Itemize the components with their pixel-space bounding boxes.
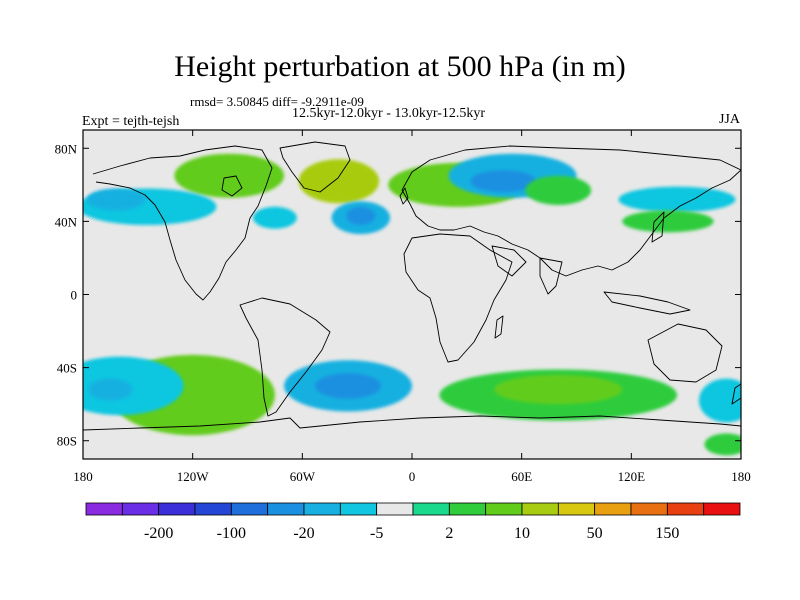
anomaly-region-9 bbox=[470, 170, 537, 193]
y-tick-label-4: 80S bbox=[57, 434, 77, 449]
map-title: Height perturbation at 500 hPa (in m) bbox=[174, 50, 626, 83]
anomaly-region-10 bbox=[525, 175, 592, 205]
colorbar-label-6: 50 bbox=[587, 525, 603, 542]
colorbar-bin-16 bbox=[666, 502, 705, 516]
colorbar-label-2: -20 bbox=[293, 525, 314, 542]
coast-antarctica bbox=[83, 415, 741, 431]
latitude-axis: 80N 40N 0 40S 80S bbox=[55, 141, 741, 449]
colorbar-bin-6 bbox=[303, 502, 341, 516]
colorbar-label-4: 2 bbox=[445, 525, 453, 542]
x-tick-label-6: 180 bbox=[731, 469, 751, 484]
anomaly-field bbox=[83, 153, 741, 456]
colorbar-label-1: -100 bbox=[217, 525, 246, 542]
coastlines bbox=[83, 141, 741, 431]
colorbar-bin-17 bbox=[703, 502, 741, 516]
anomaly-region-22 bbox=[704, 433, 741, 456]
x-tick-label-5: 120E bbox=[618, 469, 646, 484]
anomaly-region-12 bbox=[622, 210, 714, 233]
coast-hudson-bay bbox=[221, 175, 243, 197]
coast-indonesia bbox=[603, 291, 691, 315]
colorbar-bin-12 bbox=[521, 502, 559, 516]
colorbar-bin-1 bbox=[121, 502, 160, 516]
anomaly-region-1 bbox=[174, 153, 285, 198]
coast-uk bbox=[399, 187, 409, 205]
colorbar: -200 -100 -20 -5 2 10 50 150 bbox=[85, 502, 741, 542]
season-label: JJA bbox=[718, 112, 740, 127]
colorbar-label-7: 150 bbox=[655, 525, 679, 542]
coast-south-america bbox=[239, 297, 331, 417]
colorbar-label-0: -200 bbox=[144, 525, 173, 542]
coast-arabia bbox=[491, 245, 527, 277]
y-tick-label-2: 0 bbox=[71, 288, 78, 303]
coast-australia bbox=[647, 323, 723, 383]
x-tick-label-1: 120W bbox=[177, 469, 210, 484]
colorbar-label-5: 10 bbox=[514, 525, 530, 542]
anomaly-region-14 bbox=[83, 356, 184, 416]
colorbar-label-3: -5 bbox=[370, 525, 383, 542]
longitude-axis: 180 120W 60W 0 60E 120E 180 bbox=[73, 130, 751, 484]
y-tick-label-0: 80N bbox=[55, 141, 78, 156]
x-tick-label-4: 60E bbox=[511, 469, 532, 484]
coast-greenland bbox=[279, 141, 351, 193]
colorbar-bin-8 bbox=[376, 502, 414, 516]
anomaly-region-20 bbox=[430, 426, 650, 449]
colorbar-bin-9 bbox=[412, 502, 450, 516]
colorbar-bin-3 bbox=[194, 502, 232, 516]
x-tick-label-0: 180 bbox=[73, 469, 93, 484]
colorbar-bin-13 bbox=[557, 502, 596, 516]
x-tick-label-2: 60W bbox=[290, 469, 316, 484]
x-tick-label-3: 0 bbox=[409, 469, 416, 484]
colorbar-bin-4 bbox=[230, 502, 269, 516]
period-label: 12.5kyr-12.0kyr - 13.0kyr-12.5kyr bbox=[292, 106, 486, 121]
colorbar-bin-11 bbox=[485, 502, 523, 516]
coast-eurasia bbox=[401, 145, 741, 277]
y-tick-label-1: 40N bbox=[55, 214, 78, 229]
colorbar-bin-5 bbox=[267, 502, 305, 516]
experiment-label: Expt = tejth-tejsh bbox=[82, 114, 180, 129]
coast-north-america bbox=[92, 145, 273, 301]
colorbar-bin-7 bbox=[339, 502, 378, 516]
anomaly-region-21 bbox=[698, 378, 741, 423]
anomaly-region-5 bbox=[252, 206, 297, 229]
coast-india bbox=[539, 257, 563, 295]
colorbar-bin-10 bbox=[448, 502, 487, 516]
anomaly-region-19 bbox=[494, 374, 623, 405]
colorbar-bin-15 bbox=[630, 502, 668, 516]
colorbar-bin-0 bbox=[85, 502, 123, 516]
colorbar-bin-14 bbox=[594, 502, 632, 516]
rmsd-diff-stats: rmsd= 3.50845 diff= -9.2911e-09 bbox=[190, 94, 364, 109]
y-tick-label-3: 40S bbox=[57, 361, 77, 376]
anomaly-region-2 bbox=[298, 159, 380, 204]
anomaly-region-7 bbox=[346, 206, 376, 226]
anomaly-region-4 bbox=[86, 188, 146, 211]
coast-madagascar bbox=[494, 315, 504, 339]
coast-japan bbox=[651, 211, 665, 243]
anomaly-region-11 bbox=[618, 186, 736, 213]
anomaly-region-15 bbox=[88, 378, 133, 401]
coast-new-zealand bbox=[731, 383, 741, 405]
coast-africa bbox=[403, 233, 513, 363]
colorbar-bin-2 bbox=[158, 502, 196, 516]
anomaly-region-17 bbox=[315, 373, 381, 399]
